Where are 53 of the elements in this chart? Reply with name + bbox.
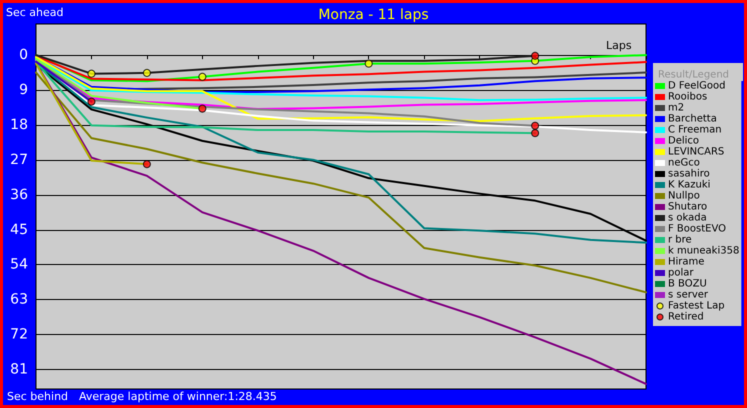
legend-label: LEVINCARS xyxy=(668,146,724,158)
y-tick-label: 63 xyxy=(10,292,28,308)
legend-label: Nullpo xyxy=(668,190,700,202)
legend-title: Result/Legend xyxy=(658,70,730,80)
line-series xyxy=(35,57,647,102)
y-axis-title: Sec ahead xyxy=(6,6,64,19)
legend-label: Hirame xyxy=(668,256,704,268)
legend-label: K Kazuki xyxy=(668,180,710,190)
y-tick-label: 27 xyxy=(10,152,28,168)
point xyxy=(364,60,373,68)
legend-label: Shutaro xyxy=(668,202,708,212)
y-tick-label: 36 xyxy=(10,186,28,203)
legend-label: F BoostEVO xyxy=(668,224,726,234)
point xyxy=(87,98,96,106)
line-series xyxy=(35,59,647,134)
legend-label: Fastest Lap xyxy=(668,300,725,312)
legend-label: Barchetta xyxy=(668,114,717,124)
point xyxy=(198,104,206,113)
line-series xyxy=(35,62,647,385)
line-series xyxy=(35,56,647,122)
legend-label: Rooibos xyxy=(668,92,708,102)
legend-label: D FeelGood xyxy=(668,80,726,92)
point xyxy=(87,70,96,78)
point xyxy=(198,72,206,81)
legend-label: s server xyxy=(668,290,709,300)
legend-label: neGco xyxy=(668,158,700,168)
legend-label: B BOZU xyxy=(668,278,707,290)
point xyxy=(531,129,540,138)
point xyxy=(142,68,151,77)
legend-label: Delico xyxy=(668,136,700,146)
text: Average laptime of winner:1:28.435 xyxy=(79,390,277,403)
y-tick-label: 45 xyxy=(10,222,28,238)
point xyxy=(142,160,151,168)
x-axis-title: Laps xyxy=(606,39,632,52)
y-tick-label: 0 xyxy=(19,47,28,64)
y-tick-label: 18 xyxy=(10,116,28,133)
y-tick-label: 81 xyxy=(10,362,28,378)
legend-label: polar xyxy=(668,268,694,278)
chart-title: Monza - 11 laps xyxy=(318,7,429,23)
point xyxy=(531,122,540,130)
y-tick-label: 72 xyxy=(10,326,28,343)
legend-label: s okada xyxy=(668,212,707,224)
legend-label: r bre xyxy=(668,234,692,246)
y-tick-label: 9 xyxy=(19,82,28,98)
legend-label: Retired xyxy=(668,312,704,322)
y-tick-label: 54 xyxy=(10,256,28,273)
legend-label: C Freeman xyxy=(668,124,722,136)
legend-label: k muneaki358 xyxy=(668,246,740,256)
text: Sec behind xyxy=(7,390,68,403)
line-series xyxy=(35,72,647,294)
legend-label: m2 xyxy=(668,102,684,114)
legend-label: sasahiro xyxy=(668,168,710,180)
point xyxy=(531,52,540,60)
